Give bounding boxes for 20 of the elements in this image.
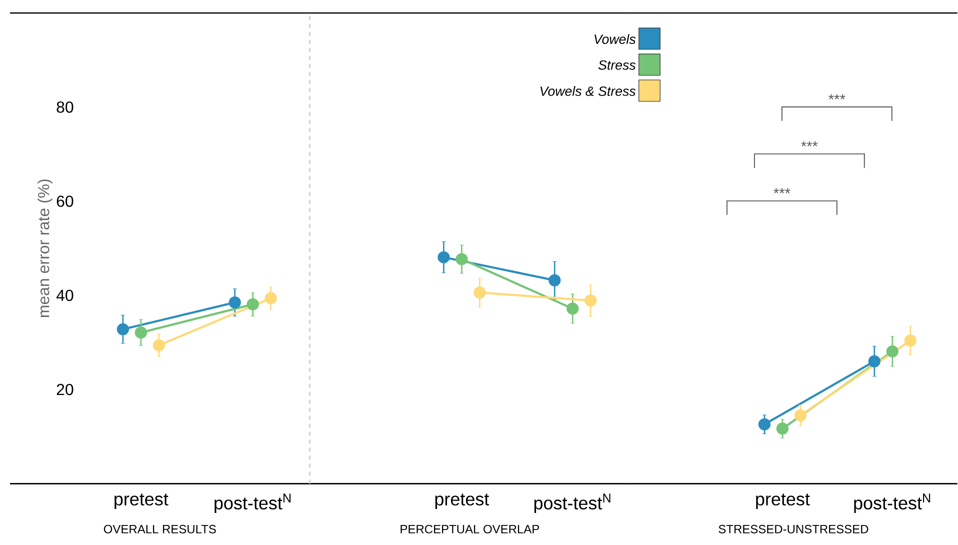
x-tick-label: post-test$^{N}$	[214, 494, 291, 514]
legend-label: Vowels & Stress	[540, 86, 636, 96]
x-axis-title: STRESSED-UNSTRESSED	[718, 525, 868, 534]
x-axis-title: PERCEPTUAL OVERLAP	[400, 525, 540, 534]
x-tick-label: pretest	[756, 494, 810, 510]
x-axis-title: OVERALL RESULTS	[104, 525, 216, 534]
legend-label: Stress	[598, 60, 636, 70]
legend-label: Vowels	[594, 34, 636, 44]
y-tick-label: 40	[56, 290, 74, 302]
y-tick-label: 80	[56, 102, 74, 113]
y-tick-label: 20	[56, 384, 74, 396]
x-tick-label: post-test$^{N}$	[534, 494, 610, 514]
x-tick-label: post-test$^{N}$	[854, 494, 930, 514]
y-axis-title: mean error rate (%)	[38, 180, 52, 318]
annotation: ***	[774, 188, 790, 194]
x-tick-label: pretest	[114, 494, 168, 510]
annotation: ***	[801, 141, 818, 147]
annotation: ***	[828, 94, 846, 100]
x-tick-label: pretest	[435, 494, 490, 510]
y-tick-label: 60	[56, 196, 74, 208]
